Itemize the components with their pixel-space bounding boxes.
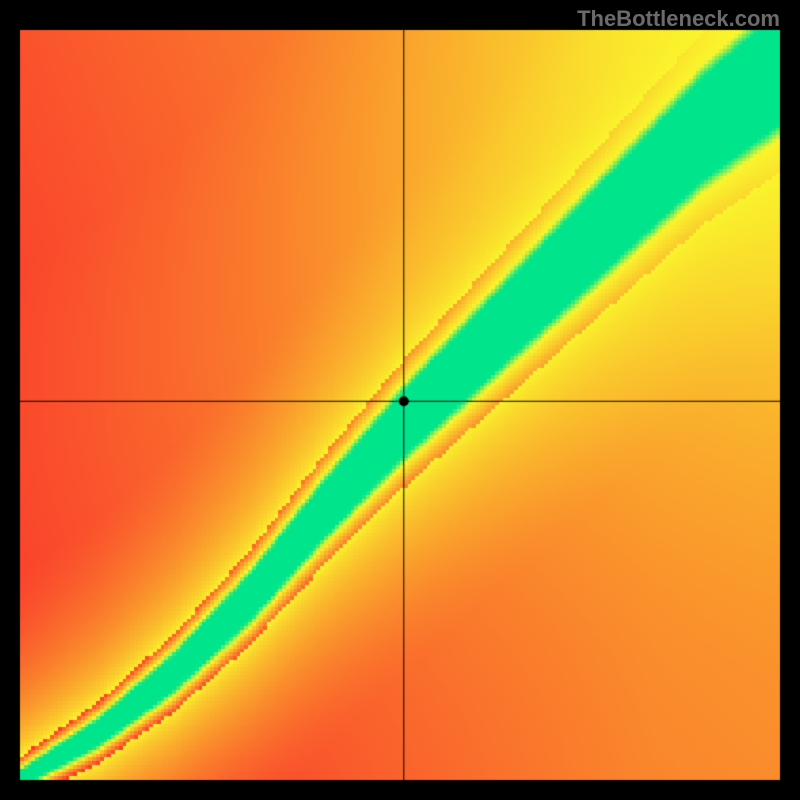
watermark-text: TheBottleneck.com [577,6,780,32]
heatmap-canvas [0,0,800,800]
